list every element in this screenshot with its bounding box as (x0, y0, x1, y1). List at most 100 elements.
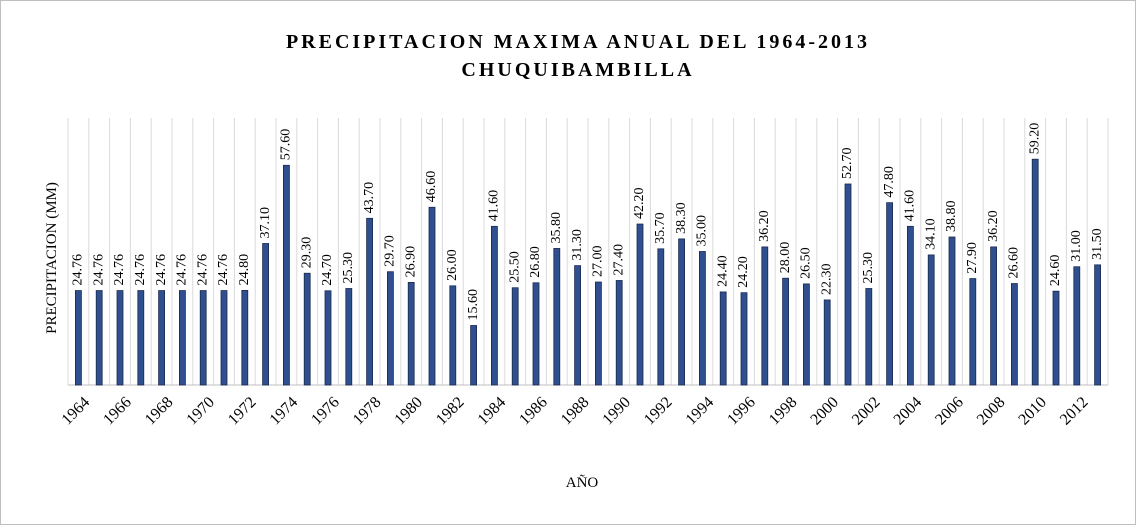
bar (75, 290, 82, 386)
value-label: 25.30 (861, 252, 876, 284)
value-label: 24.76 (91, 254, 106, 286)
value-label: 31.30 (570, 229, 585, 261)
value-label: 27.00 (591, 246, 606, 278)
bar (636, 223, 644, 386)
bar (615, 280, 623, 386)
value-label: 41.60 (903, 190, 918, 222)
bar (324, 290, 332, 386)
bar (907, 225, 914, 386)
value-label: 25.50 (507, 251, 522, 283)
bar (95, 290, 103, 386)
value-label: 37.10 (258, 207, 273, 239)
bar (823, 299, 831, 386)
bar (407, 281, 415, 386)
value-label: 24.76 (71, 254, 86, 286)
value-label: 46.60 (424, 171, 439, 203)
bar (927, 254, 935, 386)
value-label: 24.60 (1048, 255, 1063, 287)
bar (886, 202, 893, 386)
bar (366, 217, 374, 386)
bar (532, 282, 540, 386)
bar (137, 290, 145, 386)
bar (990, 246, 997, 386)
x-axis-label: AÑO (566, 475, 599, 491)
value-label: 59.20 (1027, 123, 1042, 155)
value-label: 38.30 (674, 202, 689, 234)
value-label: 24.76 (154, 254, 169, 286)
bar (574, 265, 581, 386)
value-label: 26.90 (403, 246, 418, 278)
value-label: 15.60 (466, 289, 481, 321)
value-label: 26.50 (799, 247, 814, 279)
value-label: 47.80 (882, 166, 897, 198)
bar (386, 271, 394, 386)
bar (511, 287, 519, 386)
value-label: 35.80 (549, 212, 564, 244)
value-label: 24.40 (715, 255, 730, 287)
value-label: 29.30 (299, 237, 314, 269)
value-label: 24.80 (237, 254, 252, 286)
value-label: 35.70 (653, 212, 668, 244)
bar (969, 278, 977, 386)
bar (1073, 266, 1081, 386)
chart-title: PRECIPITACION MAXIMA ANUAL DEL 1964-2013 (286, 31, 870, 53)
chart-subtitle: CHUQUIBAMBILLA (461, 59, 694, 81)
value-label: 25.30 (341, 252, 356, 284)
bar (158, 290, 166, 386)
value-label: 24.70 (320, 254, 335, 286)
value-label: 42.20 (632, 188, 647, 220)
bar (657, 248, 665, 386)
bar (178, 290, 186, 386)
value-label: 36.20 (986, 210, 1001, 242)
bar (719, 291, 727, 386)
value-label: 34.10 (923, 218, 938, 250)
value-label: 29.70 (383, 235, 398, 267)
bar (470, 325, 478, 386)
value-label: 31.00 (1069, 230, 1084, 262)
bar (345, 288, 353, 386)
value-label: 36.20 (757, 210, 772, 242)
bar (1052, 290, 1060, 386)
value-label: 24.76 (216, 254, 231, 286)
value-label: 43.70 (362, 182, 377, 214)
bar (262, 243, 270, 386)
bar (199, 290, 207, 386)
value-label: 27.40 (611, 244, 626, 276)
bar (303, 272, 311, 386)
value-label: 27.90 (965, 242, 980, 274)
bar (241, 290, 249, 386)
value-label: 35.00 (695, 215, 710, 247)
value-label: 24.76 (133, 254, 148, 286)
bar (782, 277, 789, 386)
value-label: 41.60 (487, 190, 502, 222)
bar (803, 283, 810, 386)
bar (116, 290, 124, 386)
value-label: 22.30 (819, 263, 834, 295)
value-label: 57.60 (279, 129, 294, 161)
bar (1031, 158, 1039, 386)
value-label: 24.20 (736, 256, 751, 288)
value-label: 24.76 (112, 254, 127, 286)
bar (865, 288, 873, 386)
bar (1011, 283, 1018, 386)
value-label: 31.50 (1090, 228, 1105, 260)
value-label: 28.00 (778, 242, 793, 274)
bar (678, 238, 685, 386)
value-label: 24.76 (195, 254, 210, 286)
bar (948, 236, 956, 386)
bar (553, 248, 561, 386)
value-label: 52.70 (840, 147, 855, 179)
value-label: 38.80 (944, 201, 959, 233)
value-label: 26.00 (445, 249, 460, 281)
bar (844, 183, 852, 386)
bar (699, 251, 706, 386)
bar (428, 206, 436, 386)
bar (490, 225, 498, 386)
value-label: 26.60 (1007, 247, 1022, 279)
bar (1094, 264, 1101, 386)
value-label: 24.76 (175, 254, 190, 286)
bar (761, 246, 769, 386)
bar (740, 292, 748, 386)
